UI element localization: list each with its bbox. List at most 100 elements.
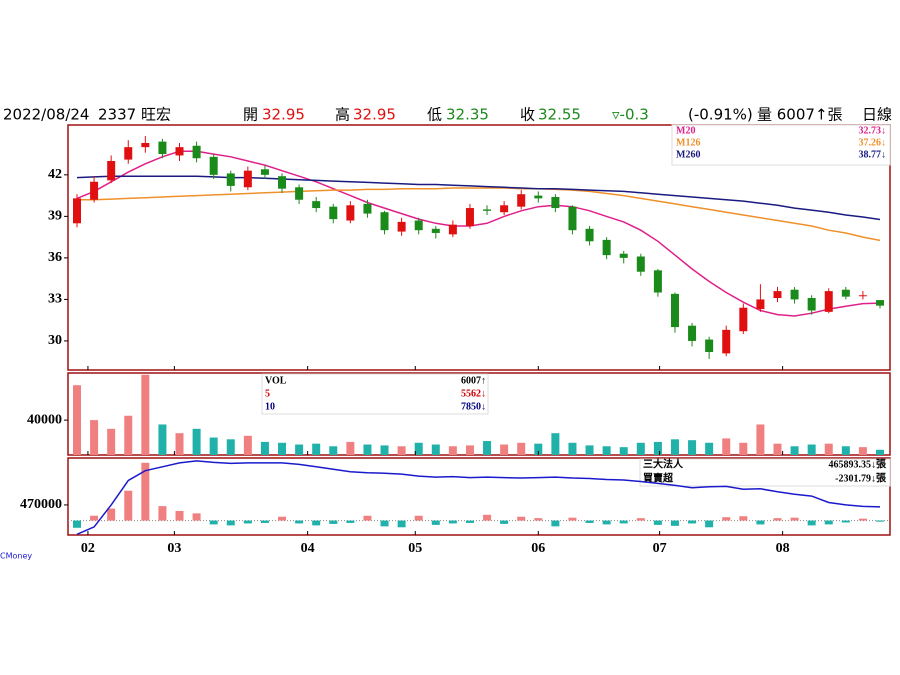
net-buy-bar [158,506,167,521]
candle-body [312,201,321,209]
y-tick-label: 42 [48,167,62,182]
net-buy-bar [722,517,731,521]
legend-name: 買賣超 [643,471,674,484]
volume-bar [705,442,714,455]
y-tick-label: 36 [48,250,62,265]
volume-bar [824,443,833,455]
candle-body [568,206,577,231]
volume-bar [260,441,269,455]
candle-body [431,228,440,233]
holding-line [76,460,881,535]
candle-body [141,142,150,148]
net-buy-bar [260,520,269,523]
volume-bar [653,441,662,455]
candle-body [517,194,526,207]
legend-value: 5562↓ [461,388,486,399]
period: 日線 [862,106,892,124]
volume-bar [329,446,338,455]
net-buy-bar [243,520,252,524]
volume-bar [363,444,372,455]
candle-body [295,187,304,200]
candle-body [739,307,748,332]
legend-box [639,458,891,487]
legend-name: 5 [265,388,270,399]
volume-bar [756,424,765,455]
legend-name: 三大法人 [643,457,684,470]
volume-bar [807,444,816,455]
candle-body [551,196,560,209]
y-tick-label: 30 [48,333,62,348]
candle-body [636,256,645,272]
net-buy-bar [824,520,833,525]
x-tick-label: 04 [301,541,315,556]
candle-body [397,221,406,232]
candle-body [756,299,765,310]
candle-body [329,206,338,220]
volume-bar [380,445,389,455]
net-buy-bar [602,520,611,525]
net-buy-bar [329,520,338,524]
legend-value: 37.26↓ [859,137,887,148]
institution-panel [67,457,891,536]
net-buy-bar [636,518,645,521]
net-buy-bar [483,514,492,521]
volume-bar [448,446,457,455]
net-buy-bar [90,515,99,521]
candle-body [619,253,628,258]
x-tick-label: 03 [167,541,181,556]
moving-average [77,187,881,242]
volume-bar [739,442,748,455]
legend-value: 38.77↓ [859,149,887,160]
legend-name: 10 [265,401,275,412]
legend-value: 465893.35↓張 [829,458,888,470]
net-buy-bar [500,520,509,524]
moving-average [76,150,881,317]
volume-bar [431,444,440,455]
label: 高 [335,106,350,124]
label: 收 [520,106,535,124]
legend-name: VOL [265,375,287,386]
y-tick-label: 40000 [27,412,62,427]
x-tick-label: 02 [81,541,95,556]
net-buy-bar [517,516,526,521]
candle-body [602,239,611,256]
net-buy-bar [858,518,867,521]
candle-body [363,203,372,214]
x-tick-label: 08 [776,541,790,556]
net-buy-bar [465,520,474,523]
net-buy-bar [534,518,543,521]
x-tick-label: 07 [653,541,667,556]
net-buy-bar [226,520,235,526]
moving-average [76,175,881,221]
volume-bar [841,446,850,455]
candle-body [876,300,884,306]
net-buy-bar [278,516,287,521]
candle-body [192,145,201,159]
legend-name: M126 [676,137,700,148]
net-buy-bar [670,520,679,526]
candle-body [260,169,269,175]
net-buy-bar [73,520,81,528]
net-buy-bar [807,520,816,526]
volume-bar [141,374,150,455]
change: ▿-0.3 [612,106,649,124]
net-buy-bar [705,520,714,528]
volume-bar [483,441,492,455]
net-buy-bar [414,515,423,521]
volume-bar [670,439,679,455]
value: 32.35 [446,106,489,124]
candle-body [124,147,133,160]
net-buy-bar [739,516,748,521]
volume-bar [278,442,287,455]
candle-body [278,176,287,189]
candle-body [465,208,474,227]
volume-bar [209,437,218,455]
net-buy-bar [551,520,560,527]
volume-bar [124,415,133,455]
header: 2022/08/24 2337 旺宏 開 32.95 高 32.95 低 32.… [3,106,892,124]
net-buy-bar [448,520,457,524]
volume-bar [295,444,304,455]
volume-bar [226,439,235,455]
